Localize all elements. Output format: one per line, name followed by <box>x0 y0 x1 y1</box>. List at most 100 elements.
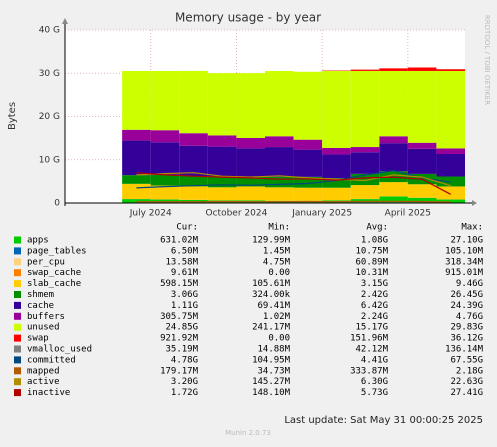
x-tick-label: July 2024 <box>129 209 172 219</box>
legend-stat: 324.00k <box>252 290 291 300</box>
area-segment <box>208 73 237 135</box>
legend-stat: 1.11G <box>171 301 198 311</box>
area-segment <box>236 73 265 138</box>
legend-stat: 136.14M <box>445 345 484 355</box>
area-segment <box>408 67 437 70</box>
legend-stat: 42.12M <box>355 345 388 355</box>
area-segment <box>122 130 151 141</box>
legend-stat: 67.55G <box>450 355 483 365</box>
area-segment <box>379 68 408 71</box>
x-tick-label: January 2025 <box>291 209 352 219</box>
legend-header: Cur: <box>176 223 198 233</box>
y-tick-label: 30 G <box>39 69 60 79</box>
legend-stat: 69.41M <box>257 301 290 311</box>
area-segment <box>436 154 465 176</box>
area-segment <box>208 135 237 146</box>
legend-label: cache <box>27 301 54 311</box>
legend-label: per_cpu <box>27 257 65 267</box>
area-segment <box>436 148 465 154</box>
area-segment <box>208 147 237 176</box>
legend-label: mapped <box>27 366 60 376</box>
legend-stat: 2.18G <box>456 366 483 376</box>
legend-swatch <box>14 302 21 309</box>
legend-stat: 148.10M <box>252 388 291 398</box>
legend-swatch <box>14 247 21 254</box>
chart-title: Memory usage - by year <box>175 11 321 25</box>
legend-label: swap <box>27 334 49 344</box>
area-segment <box>322 154 351 178</box>
legend-label: swap_cache <box>27 268 81 278</box>
y-tick-label: 20 G <box>39 112 60 122</box>
legend-stat: 104.95M <box>252 355 291 365</box>
area-segment <box>379 143 408 171</box>
area-segment <box>294 150 323 177</box>
area-segment <box>379 182 408 196</box>
legend-stat: 105.61M <box>252 279 291 289</box>
legend-swatch <box>14 258 21 265</box>
legend-stat: 26.45G <box>450 290 483 300</box>
legend-stat: 29.83G <box>450 323 483 333</box>
legend-stat: 4.76G <box>456 312 483 322</box>
area-segment <box>208 187 237 200</box>
legend-stat: 27.10G <box>450 236 483 246</box>
area-segment <box>236 186 265 200</box>
legend-stat: 34.73M <box>257 366 290 376</box>
legend-stat: 241.17M <box>252 323 291 333</box>
legend-stat: 333.87M <box>350 366 389 376</box>
area-segment <box>408 149 437 174</box>
legend-stat: 305.75M <box>160 312 199 322</box>
area-segment <box>408 143 437 149</box>
area-segment <box>236 148 265 176</box>
legend-stat: 3.15G <box>361 279 388 289</box>
legend-stat: 0.00 <box>268 334 290 344</box>
legend-stat: 36.12G <box>450 334 483 344</box>
side-text: RRDTOOL / TOBI OETIKER <box>483 15 491 105</box>
area-segment <box>351 71 380 147</box>
area-segment <box>379 136 408 143</box>
legend-swatch <box>14 356 21 363</box>
legend-stat: 1.08G <box>361 236 388 246</box>
x-tick-label: April 2025 <box>385 209 431 219</box>
legend-stat: 4.78G <box>171 355 198 365</box>
footer: Munin 2.0.73 <box>225 429 271 437</box>
y-tick-label: 0 <box>54 199 60 209</box>
area-segment <box>122 184 151 199</box>
legend-stat: 3.20G <box>171 377 198 387</box>
legend-stat: 4.41G <box>361 355 388 365</box>
area-segment <box>351 185 380 199</box>
legend-stat: 6.30G <box>361 377 388 387</box>
legend-stat: 9.61M <box>171 268 199 278</box>
legend-stat: 27.41G <box>450 388 483 398</box>
area-segment <box>122 141 151 176</box>
legend-label: shmem <box>27 290 54 300</box>
legend-swatch <box>14 367 21 374</box>
legend-label: committed <box>27 355 76 365</box>
area-segment <box>436 71 465 148</box>
legend-label: buffers <box>27 312 65 322</box>
area-segment <box>436 69 465 71</box>
legend-swatch <box>14 324 21 331</box>
area-segment <box>379 71 408 136</box>
area-segment <box>322 188 351 201</box>
legend-stat: 14.88M <box>257 345 290 355</box>
legend-swatch <box>14 280 21 287</box>
legend-stat: 15.17G <box>355 323 388 333</box>
legend-stat: 105.10M <box>445 246 484 256</box>
legend-stat: 631.02M <box>160 236 199 246</box>
legend-stat: 915.01M <box>445 268 484 278</box>
area-segment <box>322 148 351 154</box>
legend-header: Avg: <box>366 223 388 233</box>
legend-stat: 0.00 <box>268 268 290 278</box>
legend-stat: 2.42G <box>361 290 388 300</box>
legend-swatch <box>14 389 21 396</box>
legend-stat: 10.75M <box>355 246 388 256</box>
legend-stat: 10.31M <box>355 268 388 278</box>
legend-stat: 129.99M <box>252 236 291 246</box>
legend-stat: 35.19M <box>165 345 198 355</box>
legend-label: vmalloc_used <box>27 345 92 355</box>
area-segment <box>265 71 294 136</box>
area-segment <box>265 187 294 200</box>
y-axis-label: Bytes <box>7 102 18 130</box>
area-segment <box>122 71 151 130</box>
